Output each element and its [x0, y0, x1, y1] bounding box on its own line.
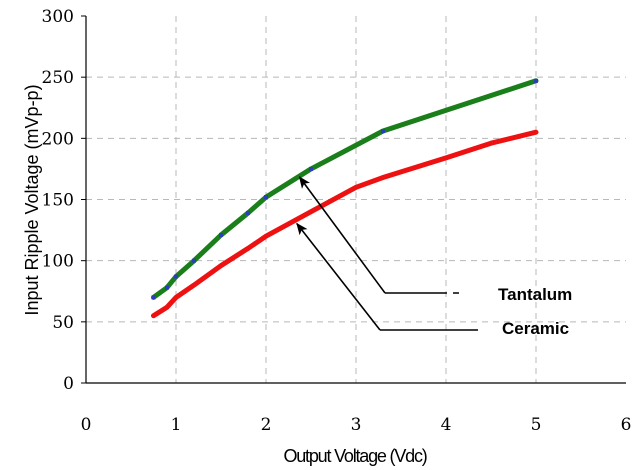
y-tick-label-4: 200 — [42, 129, 74, 149]
point-tantalum-5 — [246, 210, 250, 215]
x-tick-label-2: 2 — [261, 415, 272, 435]
annotation-label-tantalum: Tantalum — [498, 285, 572, 304]
tick-labels: 0 50 100 150 200 250 300 0 1 2 3 4 5 6 — [42, 7, 632, 435]
x-tick-label-1: 1 — [171, 415, 182, 435]
point-tantalum-3 — [192, 258, 196, 263]
annotation-arrow-ceramic — [296, 222, 381, 331]
annotation-label-ceramic: Ceramic — [502, 319, 569, 338]
series-line-ceramic — [151, 129, 539, 319]
y-tick-label-6: 300 — [42, 7, 74, 27]
x-tick-label-5: 5 — [531, 415, 542, 435]
y-tick-label-3: 150 — [42, 191, 74, 211]
point-tantalum-4 — [219, 232, 223, 237]
point-tantalum-2 — [174, 274, 178, 279]
y-axis-label: Input Ripple Voltage (mVp-p) — [22, 84, 42, 315]
point-tantalum-9 — [534, 78, 538, 83]
point-tantalum-7 — [309, 166, 313, 171]
plot-frame — [81, 15, 626, 384]
point-tantalum-1 — [165, 285, 169, 290]
x-axis-label: Output Voltage (Vdc) — [283, 446, 426, 466]
x-tick-label-4: 4 — [441, 415, 452, 435]
annotation-layer: Tantalum Ceramic — [296, 176, 572, 338]
grid-lines — [86, 16, 626, 383]
annotation-arrow-tantalum — [298, 176, 386, 294]
series-layer — [151, 78, 539, 319]
point-tantalum-0 — [151, 295, 156, 300]
point-tantalum-8 — [381, 128, 385, 133]
x-tick-label-0: 0 — [81, 415, 92, 435]
y-tick-label-5: 250 — [42, 68, 74, 88]
series-line-tantalum — [151, 78, 539, 300]
x-tick-label-6: 6 — [621, 415, 632, 435]
y-tick-label-0: 0 — [63, 374, 74, 394]
y-tick-label-1: 50 — [52, 313, 74, 333]
point-tantalum-6 — [264, 195, 268, 200]
y-tick-label-2: 100 — [42, 252, 74, 272]
x-tick-label-3: 3 — [351, 415, 362, 435]
